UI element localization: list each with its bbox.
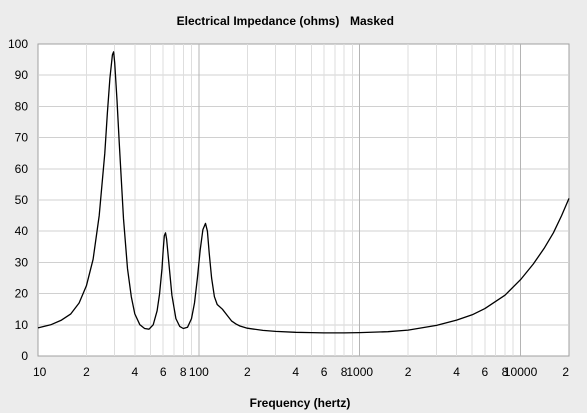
x-tick-label: 4: [292, 365, 299, 379]
x-tick-label: 8: [502, 365, 509, 379]
y-tick-label: 30: [15, 255, 29, 269]
y-tick-label: 90: [15, 68, 29, 82]
chart-mode-label: Masked: [350, 14, 394, 28]
series-layer: [37, 51, 570, 334]
x-tick-label: 10000: [504, 365, 538, 379]
x-tick-label: 100: [189, 365, 209, 379]
y-tick-label: 0: [21, 349, 28, 363]
x-tick-label: 2: [405, 365, 412, 379]
y-tick-label: 100: [8, 37, 28, 51]
y-tick-labels: 0 10 20 30 40 50 60 70 80 90 100: [8, 37, 28, 363]
x-tick-label: 2: [562, 365, 569, 379]
y-tick-label: 60: [15, 162, 29, 176]
y-tick-label: 70: [15, 131, 29, 145]
x-tick-label: 8: [180, 365, 187, 379]
chart-title: Electrical Impedance (ohms): [177, 14, 340, 28]
x-tick-label: 2: [83, 365, 90, 379]
y-tick-label: 10: [15, 318, 29, 332]
x-tick-label: 6: [160, 365, 167, 379]
y-tick-label: 40: [15, 224, 29, 238]
x-tick-label: 8: [341, 365, 348, 379]
y-tick-label: 50: [15, 193, 29, 207]
x-tick-label: 4: [453, 365, 460, 379]
x-tick-label: 4: [132, 365, 139, 379]
x-tick-label: 10: [33, 365, 47, 379]
y-tick-label: 20: [15, 287, 29, 301]
x-axis-label: Frequency (hertz): [250, 396, 351, 410]
x-tick-label: 6: [482, 365, 489, 379]
x-tick-label: 2: [244, 365, 251, 379]
impedance-curve: [37, 51, 570, 334]
x-tick-label: 6: [321, 365, 328, 379]
grid-lines: [38, 44, 569, 356]
x-tick-label: 1000: [346, 365, 373, 379]
y-tick-label: 80: [15, 99, 29, 113]
